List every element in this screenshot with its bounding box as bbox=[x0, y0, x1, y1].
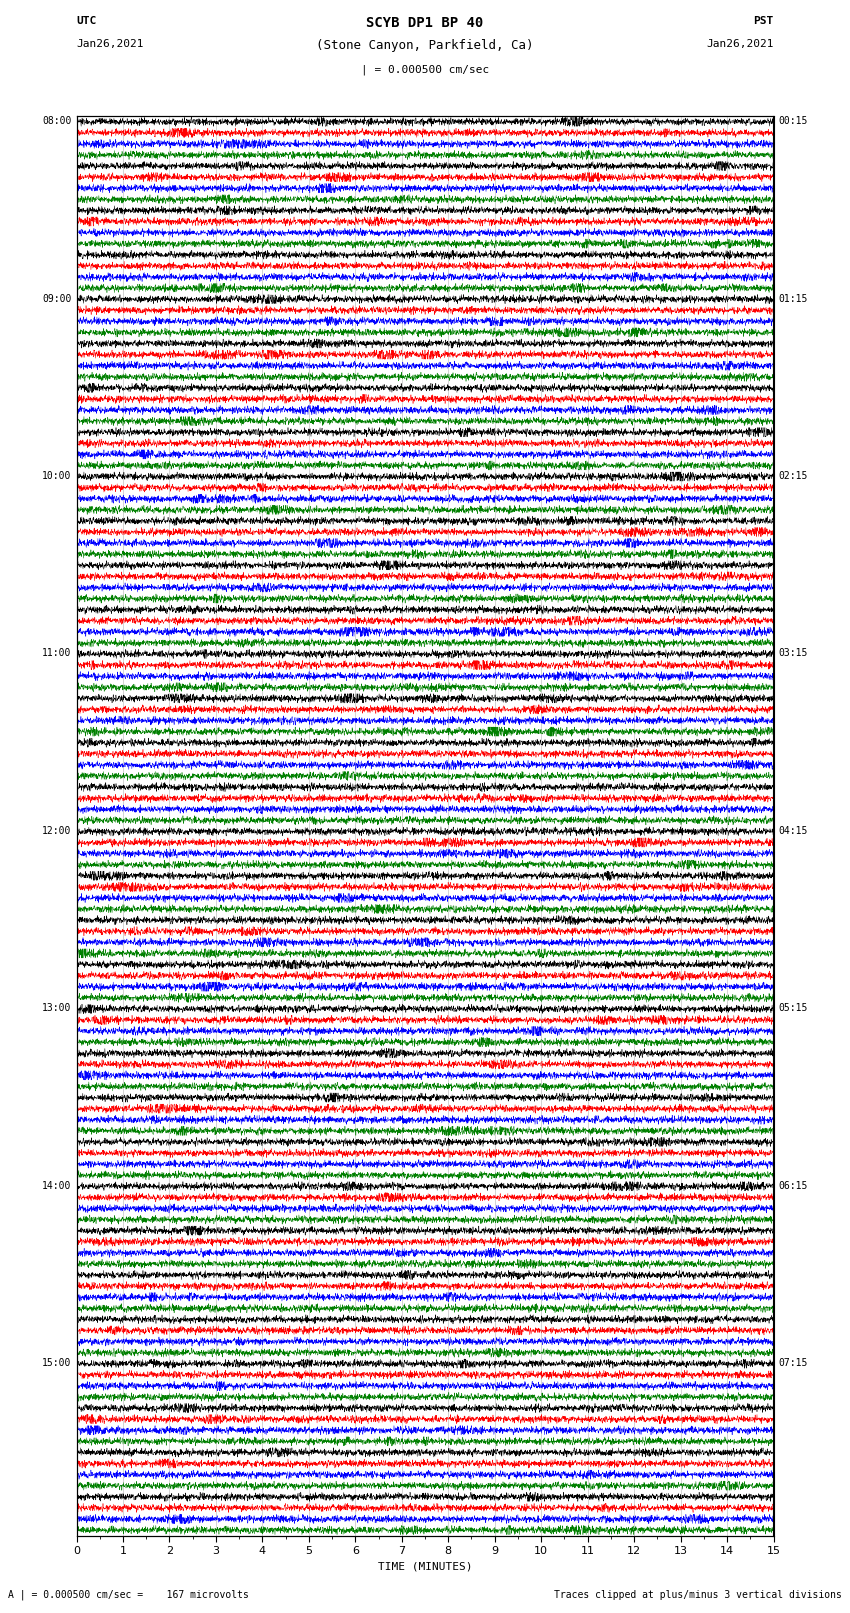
Text: PST: PST bbox=[753, 16, 774, 26]
Text: Traces clipped at plus/minus 3 vertical divisions: Traces clipped at plus/minus 3 vertical … bbox=[553, 1590, 842, 1600]
Text: SCYB DP1 BP 40: SCYB DP1 BP 40 bbox=[366, 16, 484, 31]
Text: Jan26,2021: Jan26,2021 bbox=[706, 39, 774, 48]
Text: UTC: UTC bbox=[76, 16, 97, 26]
X-axis label: TIME (MINUTES): TIME (MINUTES) bbox=[377, 1561, 473, 1571]
Text: Jan26,2021: Jan26,2021 bbox=[76, 39, 144, 48]
Text: | = 0.000500 cm/sec: | = 0.000500 cm/sec bbox=[361, 65, 489, 76]
Text: A | = 0.000500 cm/sec =    167 microvolts: A | = 0.000500 cm/sec = 167 microvolts bbox=[8, 1589, 249, 1600]
Text: (Stone Canyon, Parkfield, Ca): (Stone Canyon, Parkfield, Ca) bbox=[316, 39, 534, 52]
